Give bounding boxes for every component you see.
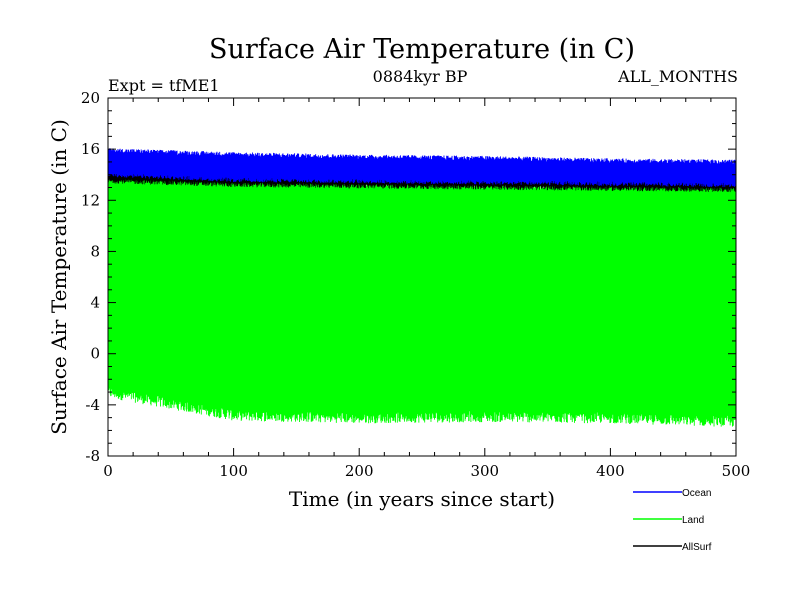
x-tick-label: 300	[470, 462, 499, 480]
y-tick-label: 0	[90, 345, 100, 363]
series-land	[107, 167, 737, 427]
expt-label: Expt = tfME1	[108, 76, 220, 95]
y-tick-label: -4	[85, 396, 100, 414]
legend-label-allsurf: AllSurf	[682, 542, 712, 553]
x-tick-label: 100	[219, 462, 248, 480]
x-tick-label: 400	[596, 462, 625, 480]
y-axis-label: Surface Air Temperature (in C)	[47, 119, 71, 435]
legend-label-ocean: Ocean	[682, 488, 711, 499]
x-axis-label: Time (in years since start)	[289, 487, 555, 511]
legend: Ocean Land AllSurf	[633, 488, 712, 553]
y-tick-label: 8	[90, 242, 100, 260]
series-layer	[107, 148, 737, 427]
x-tick-label: 0	[103, 462, 113, 480]
time-period-label: 0884kyr BP	[373, 67, 468, 86]
y-tick-label: -8	[85, 447, 100, 465]
x-tick-label: 500	[722, 462, 751, 480]
axis-ticks: 0 100 200 300 400 500 -8 -4 0 4 8 12 16 20	[81, 89, 750, 480]
series-ocean	[107, 148, 737, 188]
y-tick-label: 16	[81, 140, 100, 158]
chart-title: Surface Air Temperature (in C)	[209, 34, 635, 65]
y-tick-label: 4	[90, 294, 100, 312]
months-label: ALL_MONTHS	[617, 67, 738, 86]
x-tick-label: 200	[345, 462, 374, 480]
y-tick-label: 12	[81, 191, 100, 209]
legend-label-land: Land	[682, 515, 704, 526]
y-tick-label: 20	[81, 89, 100, 107]
